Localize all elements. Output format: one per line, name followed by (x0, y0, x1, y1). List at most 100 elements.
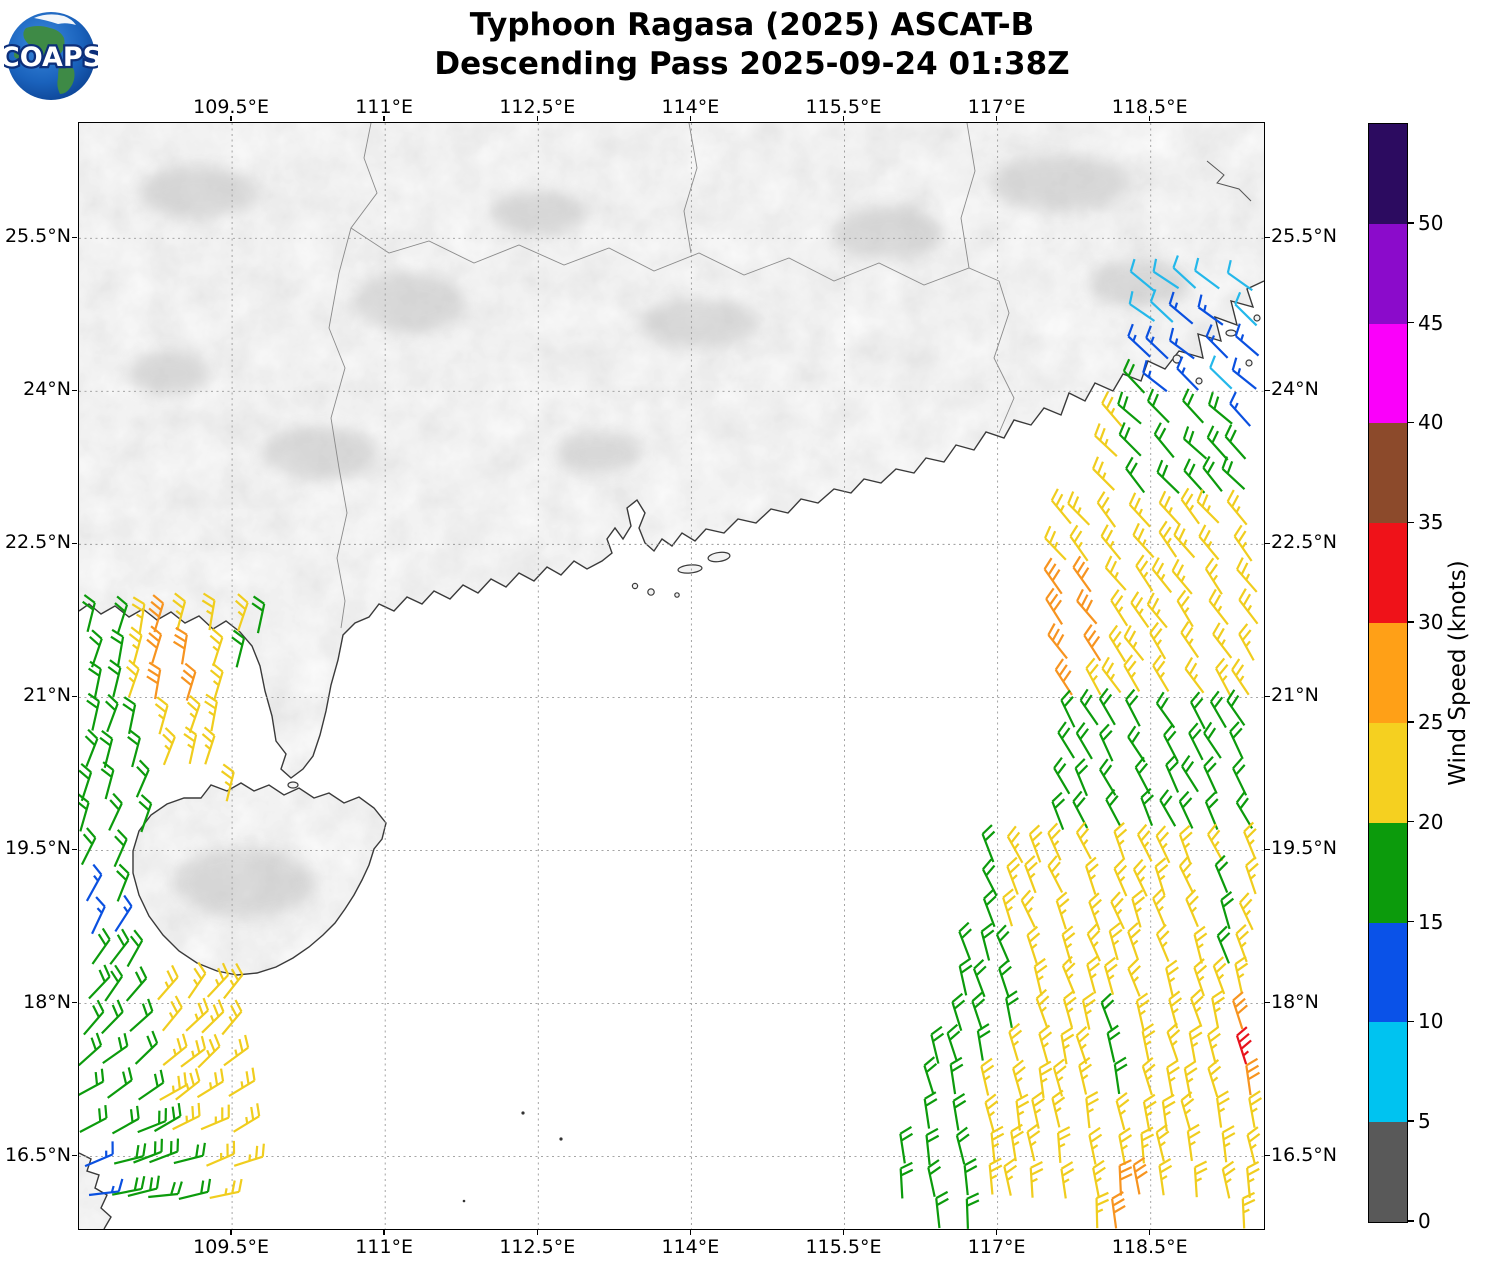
wind-barb (116, 863, 130, 902)
wind-barb (91, 896, 106, 935)
wind-barb (209, 662, 224, 701)
wind-barb (1231, 357, 1257, 390)
wind-barb (980, 922, 995, 961)
wind-barbs-layer (75, 255, 1263, 1229)
wind-barb (1003, 1157, 1018, 1196)
wind-barb (1154, 857, 1169, 896)
wind-barb (1006, 856, 1021, 895)
wind-barb (102, 1032, 129, 1065)
colorbar-segment-40-45 (1369, 323, 1407, 424)
wind-barb (1149, 289, 1174, 323)
wind-barb (1096, 491, 1117, 528)
wind-barb (951, 992, 966, 1032)
colorbar-tick-mark (1408, 721, 1414, 723)
wind-barb (233, 1143, 265, 1167)
wind-barb (201, 999, 225, 1034)
colorbar-segment-35-40 (1369, 423, 1407, 524)
wind-barb (952, 1092, 967, 1131)
wind-barb (133, 1138, 163, 1164)
wind-barb (1155, 923, 1170, 962)
wind-barb (231, 629, 246, 668)
wind-barb (981, 858, 998, 897)
wind-barb (1152, 654, 1170, 693)
wind-barb (1044, 525, 1067, 561)
wind-barb (1110, 589, 1129, 627)
wind-barb (1161, 1093, 1176, 1132)
wind-barb (76, 1068, 105, 1097)
wind-barb (1081, 992, 1096, 1030)
wind-barb (1129, 258, 1155, 292)
colorbar-label: Wind Speed (knots) (1445, 560, 1471, 786)
wind-barb (100, 761, 115, 800)
x-tick-mark-bottom (842, 1230, 845, 1235)
wind-barb (1061, 955, 1076, 994)
wind-barb (1072, 555, 1092, 593)
hainan-coastline (132, 782, 387, 976)
wind-barb (981, 824, 996, 863)
wind-barb (1155, 825, 1171, 864)
x-tick-mark-bottom (536, 1230, 539, 1235)
chart-title-line2: Descending Pass 2025-09-24 01:38Z (434, 45, 1070, 82)
wind-barb (1188, 722, 1204, 761)
colorbar-tick-label: 15 (1418, 909, 1444, 934)
wind-barb (1245, 856, 1259, 895)
wind-barb (175, 1068, 201, 1101)
wind-barb (1221, 1160, 1236, 1199)
wind-barb (1165, 754, 1180, 793)
wind-barb (1123, 654, 1141, 692)
colorbar (1368, 123, 1408, 1223)
wind-barb (1075, 1026, 1090, 1065)
wind-barb (1236, 557, 1258, 593)
wind-barb (1061, 925, 1076, 964)
wind-barb (1238, 623, 1255, 661)
wind-barb (1197, 294, 1224, 326)
wind-barb (963, 1158, 978, 1196)
y-tick-label-left: 21°N (23, 684, 71, 707)
wind-barb (1088, 1126, 1103, 1165)
wind-barb (1088, 892, 1102, 931)
wind-barb (1214, 854, 1229, 893)
wind-barb (186, 694, 201, 734)
wind-barb (1105, 788, 1122, 827)
wind-barb (1151, 557, 1173, 594)
wind-barb (1047, 855, 1064, 894)
colorbar-tick-mark (1408, 222, 1414, 224)
wind-barb (1184, 657, 1205, 694)
wind-barb (233, 1103, 261, 1133)
wind-barb (113, 829, 128, 868)
y-tick-mark-left (72, 1154, 77, 1157)
colorbar-segment-5-10 (1369, 1022, 1407, 1123)
wind-barb (1226, 259, 1253, 292)
wind-barb (1226, 489, 1248, 526)
wind-barb (1204, 557, 1223, 595)
wind-barb (1038, 1024, 1053, 1063)
wind-barb (1050, 488, 1072, 525)
wind-barb (104, 964, 124, 1002)
wind-barb (1092, 456, 1116, 491)
wind-barb (128, 626, 143, 665)
wind-barb (1158, 520, 1178, 558)
wind-barb (1235, 1026, 1252, 1065)
wind-barb (234, 593, 249, 632)
y-tick-label-right: 22.5°N (1271, 531, 1338, 554)
wind-barb (88, 964, 111, 1000)
wind-barb (89, 629, 103, 668)
wind-barb (1075, 821, 1092, 860)
wind-barb (1235, 924, 1250, 963)
wind-barb (990, 1125, 1005, 1163)
wind-barb (1246, 1160, 1260, 1198)
wind-barb (173, 1142, 206, 1165)
map-canvas (75, 122, 1265, 1230)
mainland-coastline (78, 280, 1265, 779)
wind-barb (125, 659, 140, 698)
wind-barb (201, 592, 216, 631)
wind-barb (1190, 988, 1204, 1028)
wind-barb (1176, 356, 1199, 391)
wind-barb (1220, 891, 1235, 930)
wind-barb (1142, 1093, 1157, 1132)
chart-title-line1: Typhoon Ragasa (2025) ASCAT-B (469, 7, 1035, 43)
wind-barb (1100, 524, 1122, 561)
wind-barb (137, 1108, 167, 1134)
colorbar-tick-mark (1408, 321, 1414, 324)
wind-barb (1135, 992, 1150, 1031)
